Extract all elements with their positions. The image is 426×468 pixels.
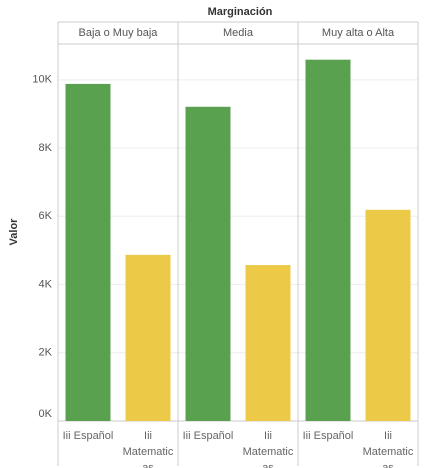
y-tick-label: 2K (39, 347, 53, 359)
bar (125, 254, 171, 421)
bar (365, 209, 411, 421)
y-tick-label: 4K (39, 278, 53, 290)
y-tick-label: 8K (39, 142, 53, 154)
facet-label: Baja o Muy baja (79, 27, 159, 39)
x-tick-label: Iii Español (182, 430, 234, 442)
facet-label: Media (223, 27, 254, 39)
x-tick-label: Iii Matematicas (362, 430, 414, 468)
x-tick-label: Iii Español (302, 430, 354, 442)
x-tick-label: Iii Español (62, 430, 114, 442)
y-tick-label: 6K (39, 210, 53, 222)
facet-label: Muy alta o Alta (322, 27, 395, 39)
chart-title: Marginación (208, 6, 273, 18)
y-tick-label: 0K (39, 408, 53, 420)
x-tick-label: Iii Matematicas (242, 430, 294, 468)
bar (185, 106, 231, 421)
bar (245, 265, 291, 421)
y-tick-label: 10K (32, 74, 52, 86)
bar (305, 59, 351, 421)
bar (65, 83, 111, 421)
y-axis-label: Valor (8, 218, 20, 246)
x-tick-label: Iii Matematicas (122, 430, 174, 468)
